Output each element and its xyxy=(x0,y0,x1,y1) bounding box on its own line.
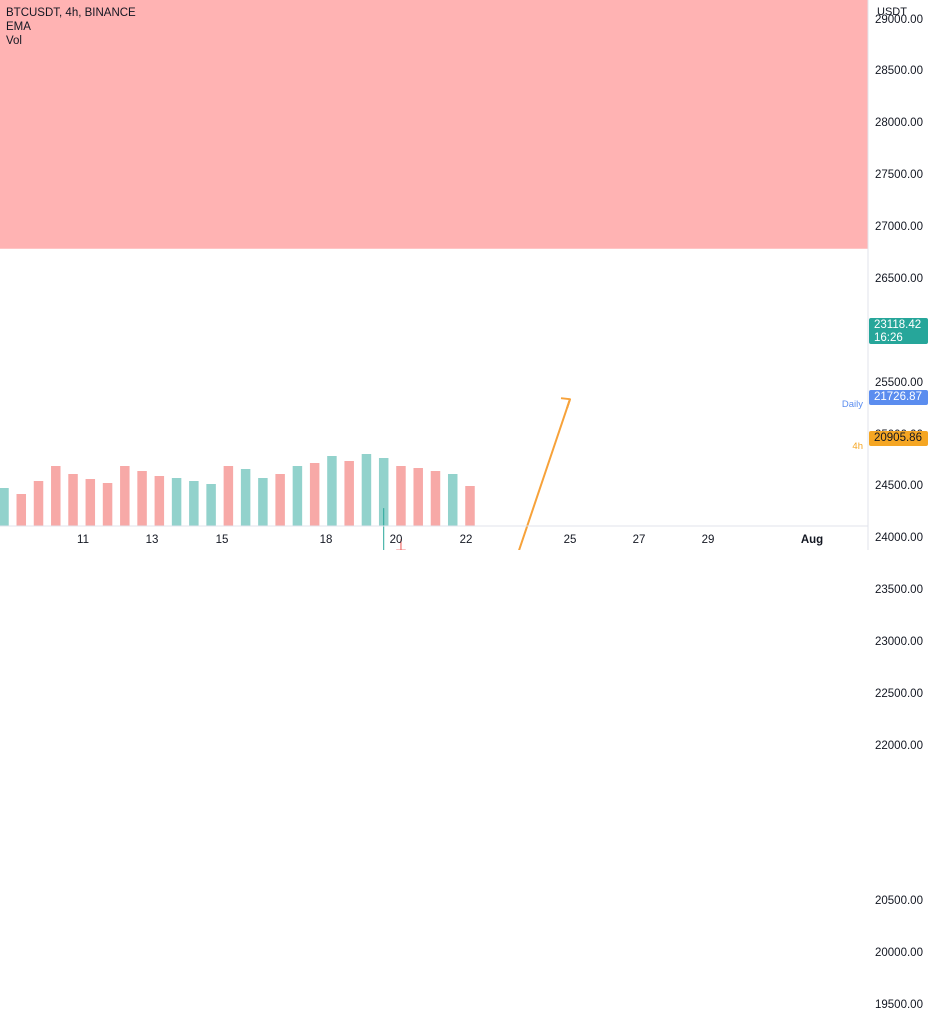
volume-bar xyxy=(0,488,9,526)
volume-bar xyxy=(362,454,371,526)
volume-bar xyxy=(17,494,26,526)
volume-bar xyxy=(310,463,319,526)
volume-bar xyxy=(86,479,95,526)
chart-canvas[interactable] xyxy=(0,0,932,550)
price-tick-label: 22500.00 xyxy=(875,688,923,700)
volume-bar xyxy=(275,474,284,526)
volume-bar xyxy=(172,478,181,526)
daily-level-label: 21726.87 xyxy=(869,390,928,405)
price-tick-label: 28000.00 xyxy=(875,117,923,129)
volume-bar xyxy=(241,469,250,526)
h4-level-label: 20905.86 xyxy=(869,431,928,446)
projection-path xyxy=(470,399,570,550)
volume-bar xyxy=(34,481,43,526)
time-tick-label: 27 xyxy=(633,534,646,546)
volume-bar xyxy=(448,474,457,526)
volume-bar xyxy=(68,474,77,526)
price-tick-label: 28500.00 xyxy=(875,65,923,77)
price-tick-label: 27000.00 xyxy=(875,221,923,233)
time-tick-label: 13 xyxy=(146,534,159,546)
volume-bar xyxy=(293,466,302,526)
time-tick-label: 11 xyxy=(77,534,89,546)
volume-bar xyxy=(120,466,129,526)
volume-bar xyxy=(327,456,336,526)
volume-bar xyxy=(258,478,267,526)
price-tick-label: 27500.00 xyxy=(875,169,923,181)
price-tick-label: 24500.00 xyxy=(875,480,923,492)
projection-arrowhead xyxy=(561,398,570,408)
h4-line-tag: 4h xyxy=(852,441,863,452)
price-tick-label: 26500.00 xyxy=(875,273,923,285)
current-price-label: 23118.42 16:26 xyxy=(869,318,928,344)
volume-bar xyxy=(51,466,60,526)
time-tick-label: 25 xyxy=(564,534,577,546)
price-tick-label: 19500.00 xyxy=(875,999,923,1011)
time-tick-label: 29 xyxy=(702,534,715,546)
time-tick-label: 20 xyxy=(390,534,403,546)
volume-bar xyxy=(189,481,198,526)
time-tick-label: 22 xyxy=(460,534,473,546)
legend-vol[interactable]: Vol xyxy=(6,34,136,48)
volume-bar xyxy=(155,476,164,526)
price-tick-label: 20500.00 xyxy=(875,895,923,907)
legend-ema[interactable]: EMA xyxy=(6,20,136,34)
projection-layer xyxy=(470,398,570,550)
price-tick-label: 23000.00 xyxy=(875,636,923,648)
zones-layer xyxy=(0,0,868,550)
price-tick-label: 29000.00 xyxy=(875,14,923,26)
price-tick-label: 22000.00 xyxy=(875,740,923,752)
time-tick-label: Aug xyxy=(801,534,823,546)
candle-countdown: 16:26 xyxy=(874,332,928,345)
current-price-value: 23118.42 xyxy=(874,319,928,332)
volume-bar xyxy=(206,484,215,526)
time-tick-label: 18 xyxy=(320,534,333,546)
volume-bar xyxy=(413,468,422,526)
volume-bar xyxy=(431,471,440,526)
price-tick-label: 25500.00 xyxy=(875,377,923,389)
daily-line-tag: Daily xyxy=(842,399,863,410)
volume-layer xyxy=(0,454,475,526)
volume-bar xyxy=(465,486,474,526)
chart-legend: BTCUSDT, 4h, BINANCE EMA Vol xyxy=(6,6,136,48)
price-tick-label: 24000.00 xyxy=(875,532,923,544)
volume-bar xyxy=(344,461,353,526)
price-tick-label: 23500.00 xyxy=(875,584,923,596)
volume-bar xyxy=(137,471,146,526)
price-tick-label: 20000.00 xyxy=(875,947,923,959)
volume-bar xyxy=(396,466,405,526)
volume-bar xyxy=(224,466,233,526)
volume-bar xyxy=(103,483,112,526)
legend-symbol[interactable]: BTCUSDT, 4h, BINANCE xyxy=(6,6,136,20)
time-tick-label: 15 xyxy=(216,534,229,546)
